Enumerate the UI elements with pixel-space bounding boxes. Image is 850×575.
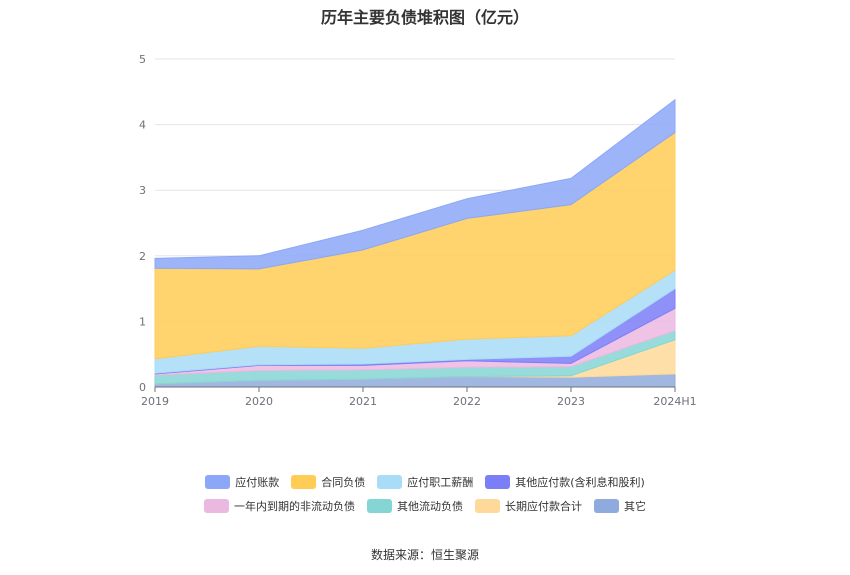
legend-swatch [485, 475, 511, 489]
legend-item[interactable]: 长期应付款合计 [475, 498, 582, 514]
legend-item[interactable]: 其它 [594, 498, 646, 514]
axes: 0 1 2 3 4 5 2019 2020 2021 2022 2023 2024H1 [139, 53, 697, 408]
y-tick-label: 0 [139, 381, 146, 394]
legend-swatch [291, 475, 317, 489]
legend-row: 一年内到期的非流动负债 其他流动负债 长期应付款合计 其它 [0, 498, 850, 514]
legend-label: 其它 [624, 500, 646, 513]
chart-title: 历年主要负债堆积图（亿元） [320, 8, 529, 27]
area-series [154, 98, 676, 388]
x-tick-label: 2019 [141, 395, 169, 408]
y-tick-label: 2 [139, 250, 146, 263]
legend-item[interactable]: 一年内到期的非流动负债 [204, 498, 355, 514]
y-tick-label: 4 [139, 119, 146, 132]
x-tick-label: 2024H1 [653, 395, 696, 408]
y-tick-label: 5 [139, 53, 146, 66]
legend-item[interactable]: 合同负债 [291, 474, 365, 490]
data-source-note: 数据来源：恒生聚源 [370, 548, 479, 562]
legend-swatch [204, 499, 229, 513]
legend-label: 长期应付款合计 [505, 500, 582, 513]
legend-item[interactable]: 其他应付款(含利息和股利) [485, 474, 645, 490]
x-tick-label: 2020 [245, 395, 273, 408]
legend-swatch [475, 499, 500, 513]
legend-item[interactable]: 其他流动负债 [367, 498, 463, 514]
legend-label: 应付账款 [235, 476, 280, 489]
legend-swatch [377, 475, 403, 489]
legend-label: 一年内到期的非流动负债 [234, 500, 355, 513]
legend-item[interactable]: 应付职工薪酬 [377, 474, 473, 490]
legend-swatch [367, 499, 392, 513]
legend-label: 其他流动负债 [397, 500, 463, 513]
legend-label: 合同负债 [321, 476, 366, 489]
legend-row: 应付账款 合同负债 应付职工薪酬 其他应付款(含利息和股利) [0, 474, 850, 490]
area-series-应付账款 [154, 98, 676, 270]
x-tick-label: 2021 [349, 395, 377, 408]
legend-item[interactable]: 应付账款 [205, 474, 279, 490]
legend-swatch [594, 499, 619, 513]
y-tick-label: 3 [139, 184, 146, 197]
x-tick-label: 2022 [453, 395, 481, 408]
legend-label: 应付职工薪酬 [407, 476, 474, 489]
y-tick-label: 1 [139, 315, 146, 328]
legend-swatch [205, 475, 231, 489]
legend-label: 其他应付款(含利息和股利) [515, 476, 645, 489]
x-tick-label: 2023 [557, 395, 585, 408]
